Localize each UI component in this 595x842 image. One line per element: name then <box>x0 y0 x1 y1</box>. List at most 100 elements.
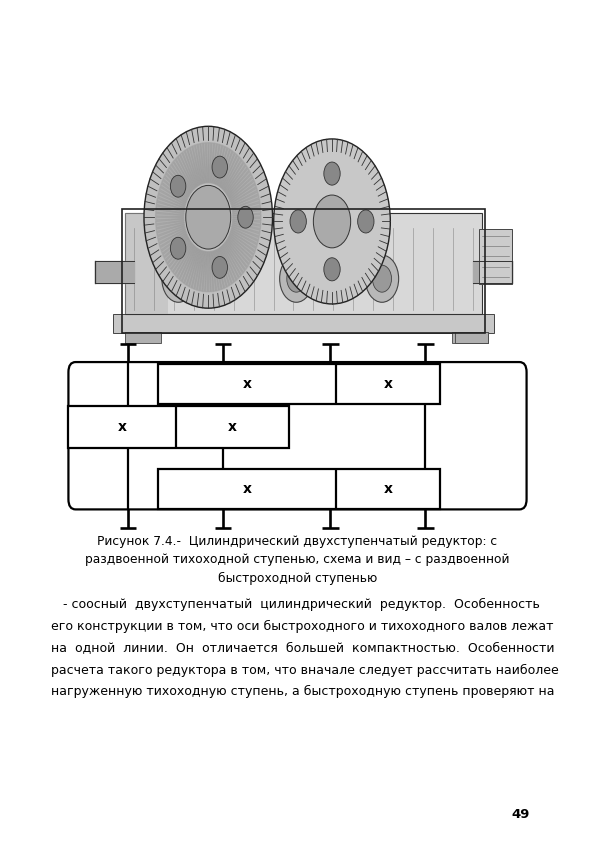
Bar <box>125 332 161 343</box>
Polygon shape <box>155 213 184 216</box>
Polygon shape <box>206 142 208 183</box>
Circle shape <box>365 255 399 302</box>
Polygon shape <box>233 210 261 216</box>
Polygon shape <box>230 230 257 248</box>
Polygon shape <box>211 252 216 291</box>
Polygon shape <box>221 247 236 282</box>
Polygon shape <box>227 238 250 264</box>
FancyBboxPatch shape <box>125 213 168 314</box>
Polygon shape <box>162 235 187 257</box>
Polygon shape <box>225 163 246 193</box>
Text: его конструкции в том, что оси быстроходного и тихоходного валов лежат: его конструкции в том, что оси быстроход… <box>51 620 553 633</box>
Polygon shape <box>170 164 191 194</box>
Circle shape <box>287 265 306 292</box>
Polygon shape <box>195 144 203 184</box>
Text: x: x <box>227 420 237 434</box>
Text: x: x <box>384 482 393 496</box>
Polygon shape <box>178 155 195 189</box>
Polygon shape <box>233 218 261 221</box>
Polygon shape <box>200 252 205 291</box>
Polygon shape <box>226 241 247 270</box>
Polygon shape <box>220 152 234 187</box>
Circle shape <box>274 139 390 304</box>
Polygon shape <box>231 228 258 244</box>
Polygon shape <box>212 251 218 290</box>
Polygon shape <box>231 191 258 206</box>
Polygon shape <box>218 248 231 285</box>
Polygon shape <box>159 187 186 205</box>
Polygon shape <box>159 230 186 247</box>
Polygon shape <box>156 219 184 224</box>
Polygon shape <box>158 195 185 208</box>
Text: на  одной  линии.  Он  отличается  большей  компактностью.  Особенности: на одной линии. Он отличается большей ко… <box>51 642 554 654</box>
Polygon shape <box>233 206 261 214</box>
Polygon shape <box>189 249 201 288</box>
Polygon shape <box>230 181 255 201</box>
Polygon shape <box>216 249 227 288</box>
Polygon shape <box>183 151 197 187</box>
Polygon shape <box>157 198 184 210</box>
Polygon shape <box>205 252 208 292</box>
Polygon shape <box>230 233 255 254</box>
Polygon shape <box>168 168 190 195</box>
Text: - соосный  двухступенчатый  цилиндрический  редуктор.  Особенность: - соосный двухступенчатый цилиндрический… <box>51 598 540 611</box>
Polygon shape <box>220 248 234 284</box>
Polygon shape <box>232 203 260 212</box>
Polygon shape <box>221 245 239 280</box>
Polygon shape <box>203 252 206 291</box>
Polygon shape <box>232 225 259 237</box>
Bar <box>455 332 488 343</box>
Polygon shape <box>227 171 251 197</box>
Polygon shape <box>185 149 198 186</box>
Polygon shape <box>233 220 261 225</box>
Polygon shape <box>193 145 202 184</box>
Polygon shape <box>226 239 249 267</box>
Polygon shape <box>198 144 205 184</box>
Polygon shape <box>169 240 191 269</box>
Polygon shape <box>218 150 232 186</box>
FancyBboxPatch shape <box>68 362 527 509</box>
Polygon shape <box>184 248 198 285</box>
Polygon shape <box>214 251 221 290</box>
Circle shape <box>169 265 188 292</box>
Polygon shape <box>166 170 189 196</box>
Polygon shape <box>175 244 193 277</box>
Polygon shape <box>232 223 260 232</box>
Polygon shape <box>156 210 184 215</box>
Circle shape <box>212 257 227 279</box>
Polygon shape <box>165 237 189 264</box>
Polygon shape <box>158 228 186 243</box>
Polygon shape <box>180 152 196 188</box>
Circle shape <box>280 255 313 302</box>
Polygon shape <box>229 178 254 200</box>
Polygon shape <box>198 251 204 290</box>
Polygon shape <box>163 177 188 200</box>
Bar <box>125 213 482 314</box>
Polygon shape <box>156 221 184 228</box>
Polygon shape <box>215 146 224 184</box>
Bar <box>158 364 440 404</box>
Polygon shape <box>231 195 259 208</box>
Polygon shape <box>161 184 186 203</box>
Polygon shape <box>192 250 202 289</box>
Polygon shape <box>167 239 190 266</box>
Polygon shape <box>209 252 213 291</box>
Polygon shape <box>203 143 207 183</box>
Polygon shape <box>228 237 252 261</box>
Polygon shape <box>223 244 241 278</box>
Polygon shape <box>171 162 192 193</box>
Polygon shape <box>211 143 217 183</box>
Circle shape <box>238 206 253 228</box>
Polygon shape <box>210 143 214 183</box>
Polygon shape <box>232 199 260 210</box>
Polygon shape <box>156 202 184 211</box>
Polygon shape <box>228 235 253 258</box>
Circle shape <box>372 265 392 292</box>
Text: раздвоенной тихоходной ступенью, схема и вид – с раздвоенной: раздвоенной тихоходной ступенью, схема и… <box>85 553 510 566</box>
Polygon shape <box>155 217 184 221</box>
Polygon shape <box>195 251 203 290</box>
Polygon shape <box>222 155 239 189</box>
Bar <box>113 314 494 333</box>
Polygon shape <box>160 232 186 250</box>
Polygon shape <box>177 245 195 280</box>
